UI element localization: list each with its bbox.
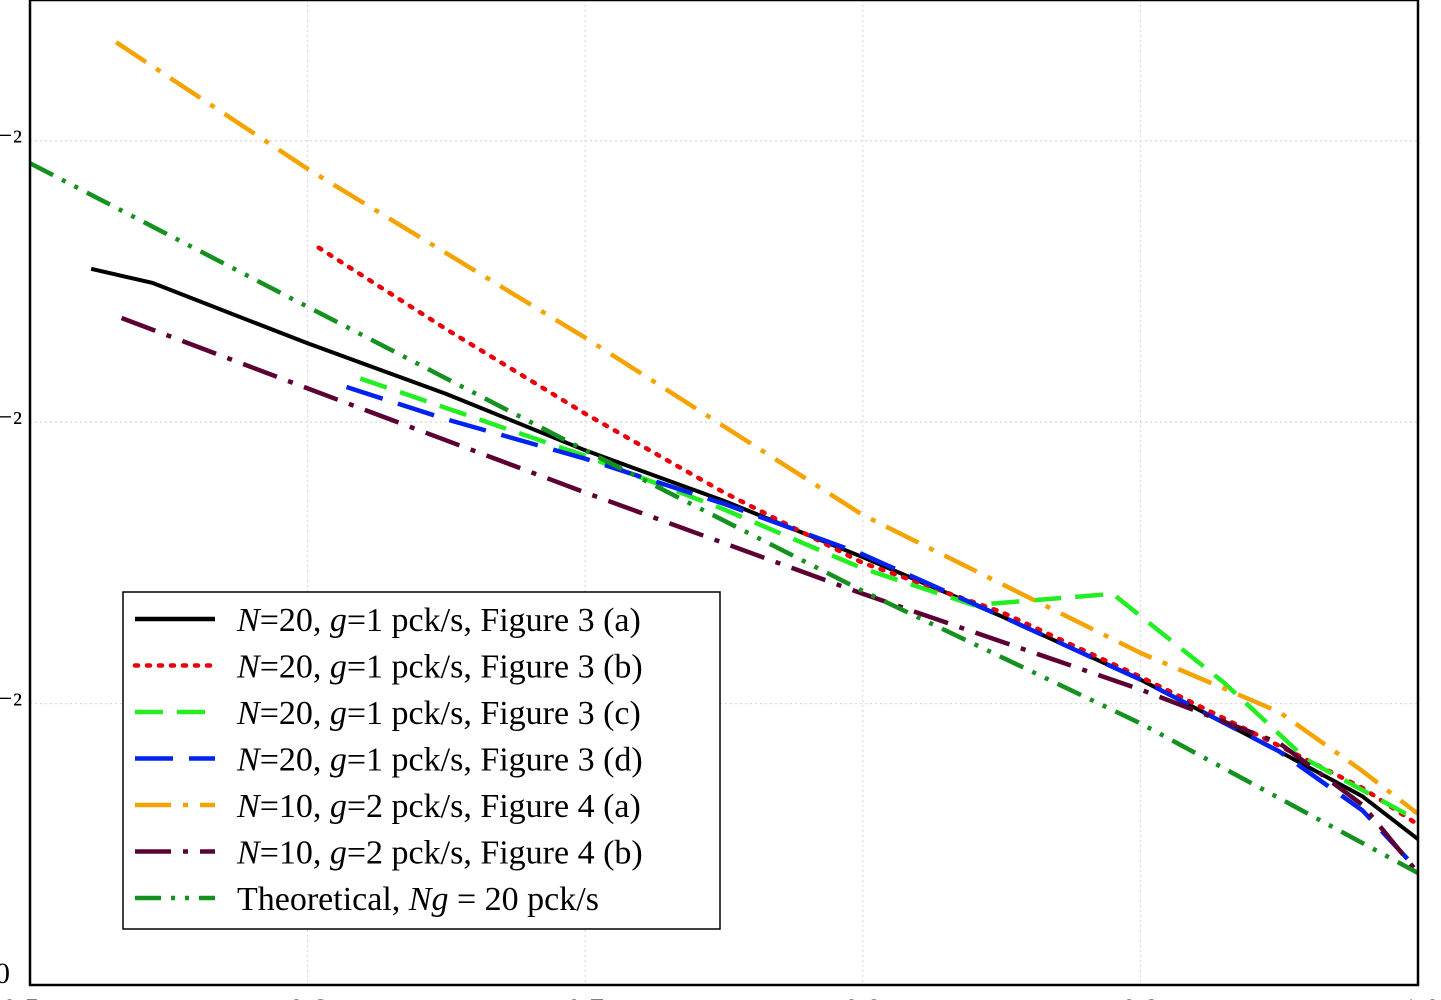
legend-label-fig3d: N=20, g=1 pck/s, Figure 3 (d) bbox=[236, 742, 643, 779]
series-line-fig4b bbox=[120, 315, 1420, 875]
y-tick-label: 0 bbox=[0, 957, 10, 990]
series-layer bbox=[28, 40, 1421, 875]
legend: N=20, g=1 pck/s, Figure 3 (a) N=20, g=1 p… bbox=[122, 591, 721, 930]
plot-frame bbox=[28, 0, 1420, 987]
x-tick-label: 0.7 bbox=[566, 993, 604, 1000]
y-tick-label: ·10⁻² bbox=[0, 688, 22, 721]
legend-label-theory: Theoretical, Ng = 20 pck/s bbox=[237, 881, 599, 918]
y-tick-label: ·10⁻² bbox=[0, 406, 22, 439]
x-tick-label: 0.5 bbox=[2, 993, 40, 1000]
x-tick-label: 1.0 bbox=[1403, 993, 1441, 1000]
legend-box bbox=[122, 591, 721, 930]
legend-label-fig3a: N=20, g=1 pck/s, Figure 3 (a) bbox=[236, 602, 641, 639]
series-line-fig3c bbox=[359, 376, 1420, 823]
series-line-theory bbox=[28, 161, 1420, 875]
x-tick-label: 0.9 bbox=[1122, 993, 1160, 1000]
legend-label-fig4a: N=10, g=2 pck/s, Figure 4 (a) bbox=[236, 788, 641, 825]
y-tick-label: ·10⁻² bbox=[0, 125, 22, 158]
x-tick-label: 0.8 bbox=[844, 993, 882, 1000]
x-tick-label: 0.6 bbox=[289, 993, 327, 1000]
series-line-fig4a bbox=[114, 40, 1420, 816]
tick-labels: 0 ·10⁻² ·10⁻² ·10⁻² 0.5 0.6 0.7 0.8 0.9 1.0 bbox=[0, 125, 1440, 1000]
legend-label-fig3c: N=20, g=1 pck/s, Figure 3 (c) bbox=[236, 695, 641, 732]
legend-label-fig3b: N=20, g=1 pck/s, Figure 3 (b) bbox=[236, 649, 643, 686]
legend-label-fig4b: N=10, g=2 pck/s, Figure 4 (b) bbox=[236, 835, 643, 872]
series-line-fig3d bbox=[345, 384, 1420, 872]
